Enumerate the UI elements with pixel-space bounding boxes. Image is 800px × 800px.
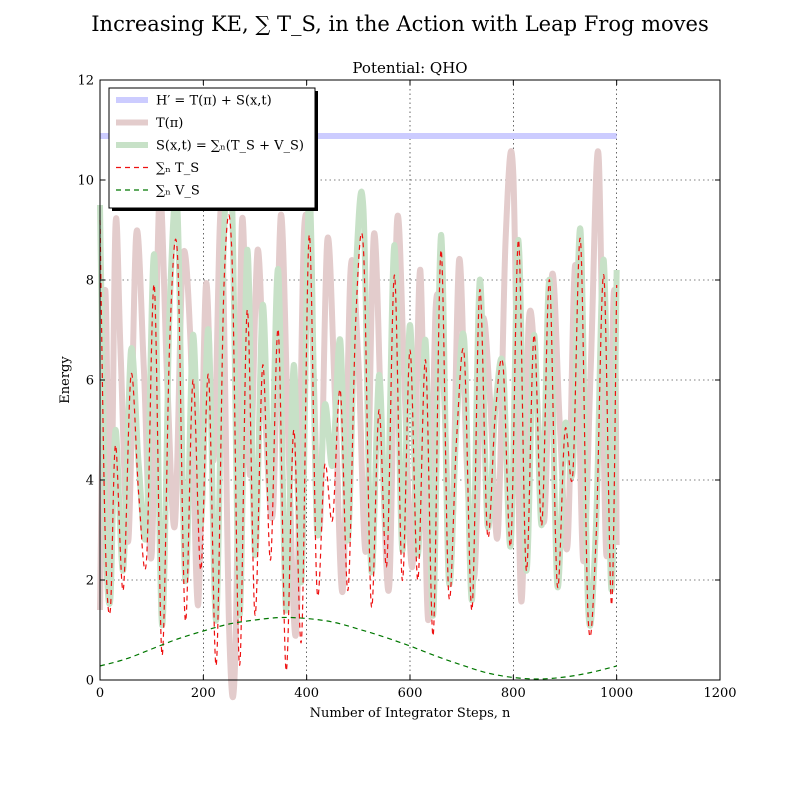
series-line-2 — [97, 154, 620, 629]
y-tick-label: 8 — [86, 274, 94, 289]
y-tick-label: 2 — [86, 574, 94, 589]
legend-label-1: T(π) — [156, 116, 183, 131]
x-tick-label: 1000 — [600, 686, 633, 701]
series-line-1 — [97, 148, 620, 700]
x-tick-label: 400 — [294, 686, 319, 701]
ticks: 0 200 400 600 800 1000 1200 0 2 4 6 8 10 12 — [77, 74, 736, 702]
legend-label-3: ∑ₙ T_S — [156, 161, 199, 176]
series-layer — [97, 133, 620, 700]
legend-label-4: ∑ₙ V_S — [156, 184, 200, 199]
x-tick-label: 1200 — [703, 686, 736, 701]
x-tick-label: 0 — [96, 686, 104, 701]
series-line-3 — [99, 214, 618, 671]
legend-label-0: H′ = T(π) + S(x,t) — [156, 94, 272, 109]
series-line-4 — [99, 616, 617, 680]
y-tick-label: 10 — [77, 174, 94, 189]
legend-label-2: S(x,t) = ∑ₙ(T_S + V_S) — [156, 139, 304, 154]
y-tick-label: 6 — [86, 374, 94, 389]
chart-suptitle: Increasing KE, ∑ T_S, in the Action with… — [91, 12, 708, 36]
chart-title: Potential: QHO — [352, 59, 467, 77]
x-tick-label: 800 — [501, 686, 526, 701]
legend: H′ = T(π) + S(x,t) T(π) S(x,t) = ∑ₙ(T_S + … — [108, 87, 318, 211]
x-tick-label: 200 — [191, 686, 216, 701]
x-tick-label: 600 — [398, 686, 423, 701]
y-axis-label: Energy — [58, 356, 73, 404]
y-tick-label: 4 — [86, 474, 94, 489]
y-tick-label: 0 — [86, 674, 94, 689]
x-axis-label: Number of Integrator Steps, n — [310, 706, 511, 721]
y-tick-label: 12 — [77, 74, 94, 89]
